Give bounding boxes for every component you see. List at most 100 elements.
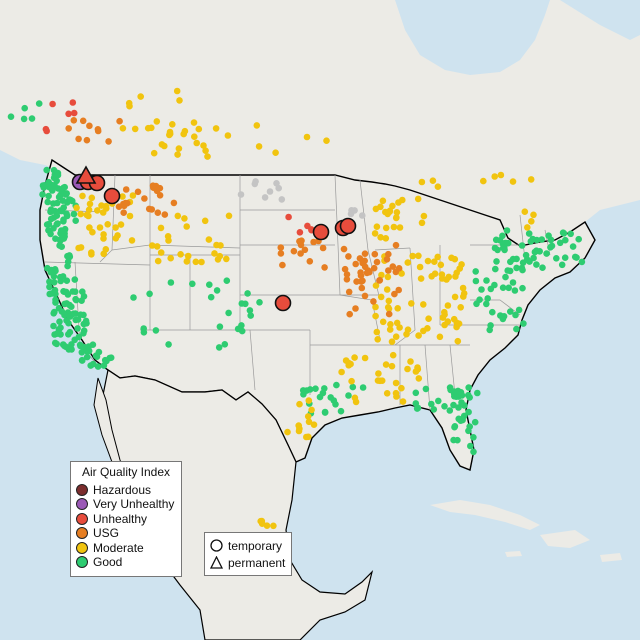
monitor-site [46, 283, 53, 291]
monitor-site [418, 178, 426, 186]
monitor-site [297, 250, 304, 257]
monitor-site [424, 325, 431, 332]
monitor-site [258, 517, 266, 525]
monitor-site [247, 312, 254, 319]
monitor-site [128, 237, 136, 244]
monitor-site [277, 250, 285, 257]
monitor-site [351, 207, 358, 214]
monitor-site [444, 302, 452, 309]
monitor-site [430, 406, 438, 413]
monitor-site [361, 354, 369, 362]
monitor-site [327, 394, 335, 401]
monitor-site [148, 124, 155, 132]
monitor-site [396, 224, 404, 231]
monitor-site [465, 384, 473, 391]
monitor-site [83, 211, 91, 219]
monitor-site [412, 368, 420, 375]
monitor-site [62, 191, 69, 198]
monitor-site [43, 166, 50, 174]
monitor-site [46, 278, 53, 286]
monitor-site [372, 312, 379, 320]
monitor-site [296, 229, 304, 236]
monitor-site [470, 434, 477, 441]
monitor-site [152, 327, 160, 334]
monitor-site [371, 250, 379, 258]
monitor-site [457, 304, 465, 311]
monitor-site [446, 407, 454, 414]
hispaniola [540, 530, 590, 548]
temporary-site-marker [274, 294, 292, 312]
monitor-site [70, 210, 78, 218]
monitor-site [94, 126, 102, 133]
monitor-site [62, 343, 70, 351]
monitor-site [86, 224, 93, 231]
monitor-site [455, 404, 462, 411]
monitor-site [53, 340, 60, 348]
monitor-site [86, 200, 94, 208]
monitor-site [120, 209, 127, 216]
monitor-site [96, 224, 104, 231]
monitor-site [211, 250, 218, 257]
monitor-site [429, 177, 437, 184]
monitor-site [337, 407, 345, 415]
monitor-site [50, 310, 57, 317]
monitor-site [370, 264, 378, 272]
monitor-site [425, 315, 432, 323]
monitor-site [242, 300, 249, 308]
monitor-site [80, 330, 87, 337]
monitor-site [7, 113, 15, 120]
monitor-site [319, 244, 327, 252]
monitor-site [509, 178, 517, 185]
monitor-site [543, 250, 550, 257]
legend-item-good: Good [76, 555, 122, 569]
monitor-site [393, 209, 401, 216]
temporary-site-marker [339, 217, 357, 235]
monitor-site [202, 147, 209, 154]
monitor-site [556, 239, 564, 247]
legend-label: Good [93, 555, 123, 569]
monitor-site [78, 349, 86, 356]
monitor-site [212, 125, 220, 132]
monitor-site [263, 522, 271, 529]
monitor-site [189, 280, 196, 288]
monitor-site [558, 261, 566, 269]
monitor-site [340, 245, 348, 253]
monitor-site [183, 258, 191, 265]
monitor-site [364, 267, 372, 274]
monitor-site [126, 212, 134, 220]
monitor-site [378, 271, 385, 279]
monitor-site [450, 315, 458, 323]
monitor-site [44, 198, 51, 206]
monitor-site [70, 109, 78, 117]
monitor-site [448, 254, 455, 262]
monitor-site [214, 256, 222, 263]
monitor-site [65, 125, 72, 132]
monitor-site [45, 192, 52, 200]
monitor-site [388, 338, 396, 346]
monitor-site [102, 202, 110, 210]
monitor-site [290, 247, 298, 255]
monitor-site [352, 398, 360, 406]
monitor-site [548, 242, 556, 250]
monitor-site [137, 93, 144, 100]
monitor-site [59, 273, 67, 280]
monitor-site [66, 328, 74, 336]
monitor-site [130, 294, 137, 301]
monitor-site [52, 299, 59, 306]
monitor-site [69, 288, 77, 295]
monitor-site [217, 242, 224, 249]
monitor-site [382, 224, 390, 232]
monitor-site [412, 389, 420, 397]
monitor-site [415, 252, 422, 260]
monitor-site [295, 422, 303, 429]
monitor-site [345, 288, 353, 296]
monitor-site [343, 271, 351, 278]
monitor-site [451, 293, 459, 301]
north-water [560, 0, 640, 40]
monitor-site [198, 258, 205, 266]
monitor-site [472, 268, 480, 275]
monitor-site [53, 212, 61, 219]
monitor-site [54, 169, 62, 177]
monitor-site [371, 230, 379, 237]
monitor-site [65, 110, 72, 118]
